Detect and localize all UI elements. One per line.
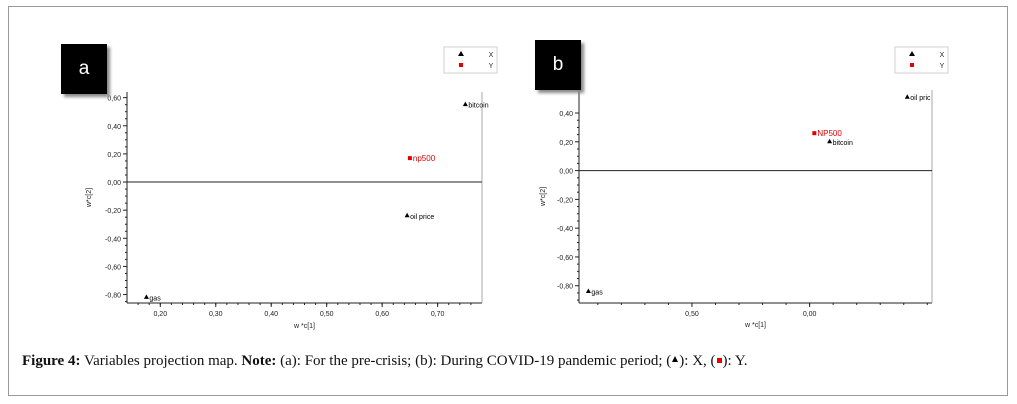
panel-badge-b: b bbox=[535, 40, 581, 90]
note-text-1: (a): For the pre-crisis; (b): During COV… bbox=[276, 353, 672, 369]
legend-box bbox=[443, 46, 498, 74]
data-point-label: bitcoin bbox=[468, 103, 488, 110]
x-tick-label: 0,00 bbox=[803, 311, 817, 318]
data-point-x bbox=[462, 101, 468, 107]
legend-triangle-marker bbox=[458, 51, 464, 56]
y-tick-label: 0,40 bbox=[559, 111, 573, 118]
figure-frame bbox=[8, 6, 1008, 396]
data-point-y bbox=[812, 131, 817, 136]
y-tick-label: 0,00 bbox=[107, 180, 121, 187]
data-point-label: bitcoin bbox=[833, 140, 853, 147]
x-tick-label: 0,60 bbox=[375, 311, 389, 318]
x-axis-label: w *c[1] bbox=[293, 323, 315, 330]
note-text-3: ): Y. bbox=[722, 353, 748, 369]
x-axis-label: w *c[1] bbox=[744, 322, 766, 329]
chart-panel-b: 0,40 0,20 0,00 -0,20 -0,40 -0,60 -0,80 0,50 0,00… bbox=[540, 46, 949, 329]
legend-square-marker bbox=[910, 63, 914, 67]
y-tick-label: -0,60 bbox=[557, 255, 573, 262]
y-tick-label: -0,40 bbox=[105, 236, 121, 243]
figure-caption: Figure 4: Variables projection map. Note… bbox=[22, 353, 748, 370]
data-point-label: oil price bbox=[410, 214, 434, 221]
y-tick-label: -0,40 bbox=[557, 226, 573, 233]
data-point-x bbox=[904, 94, 910, 99]
data-point-label: np500 bbox=[413, 154, 436, 163]
x-tick-label: 0,20 bbox=[153, 311, 167, 318]
y-tick-label: 0,20 bbox=[107, 152, 121, 159]
legend-square-marker bbox=[459, 63, 463, 67]
x-tick-label: 0,50 bbox=[685, 311, 699, 318]
legend-box bbox=[894, 46, 949, 74]
caption-text: Variables projection map. bbox=[80, 353, 242, 369]
y-tick-label: 0,20 bbox=[559, 140, 573, 147]
note-label: Note: bbox=[241, 353, 277, 369]
data-point-label: NP500 bbox=[817, 129, 842, 138]
y-tick-label: 0,00 bbox=[559, 169, 573, 176]
x-tick-label: 0,70 bbox=[431, 311, 445, 318]
y-axis-label: w*c[2] bbox=[540, 187, 547, 207]
data-point-x bbox=[827, 138, 833, 144]
data-point-label: gas bbox=[149, 295, 161, 302]
y-tick-label: -0,80 bbox=[105, 293, 121, 300]
chart-panel-a: 0,60 0,40 0,20 0,00 -0,20 -0,40 -0,60 -0,80 0,20… bbox=[86, 46, 498, 330]
x-tick-label: 0,50 bbox=[320, 311, 334, 318]
legend-triangle-marker bbox=[909, 51, 915, 56]
data-point-x bbox=[585, 288, 591, 293]
data-point-label: gas bbox=[591, 289, 603, 296]
data-point-label: oil pric bbox=[910, 95, 931, 102]
y-tick-label: 0,40 bbox=[107, 124, 121, 131]
panel-badge-a: a bbox=[61, 44, 107, 94]
legend-label: X bbox=[940, 52, 945, 59]
square-icon bbox=[716, 358, 722, 363]
x-tick-label: 0,30 bbox=[209, 311, 223, 318]
data-point-x bbox=[404, 212, 410, 218]
y-tick-label: -0,20 bbox=[557, 197, 573, 204]
note-text-2: ): X, ( bbox=[679, 353, 716, 369]
legend-label: X bbox=[489, 52, 494, 59]
legend-label: Y bbox=[940, 63, 945, 70]
y-tick-label: -0,20 bbox=[105, 208, 121, 215]
data-point-x bbox=[143, 294, 149, 299]
y-tick-label: 0,60 bbox=[107, 96, 121, 103]
triangle-icon bbox=[672, 356, 679, 362]
y-tick-label: -0,80 bbox=[557, 284, 573, 291]
x-tick-label: 0,40 bbox=[264, 311, 278, 318]
data-point-y bbox=[407, 156, 412, 161]
y-axis-label: w*c[2] bbox=[86, 188, 93, 208]
legend-label: Y bbox=[489, 63, 494, 70]
caption-label: Figure 4: bbox=[22, 353, 81, 369]
y-tick-label: -0,60 bbox=[105, 264, 121, 271]
